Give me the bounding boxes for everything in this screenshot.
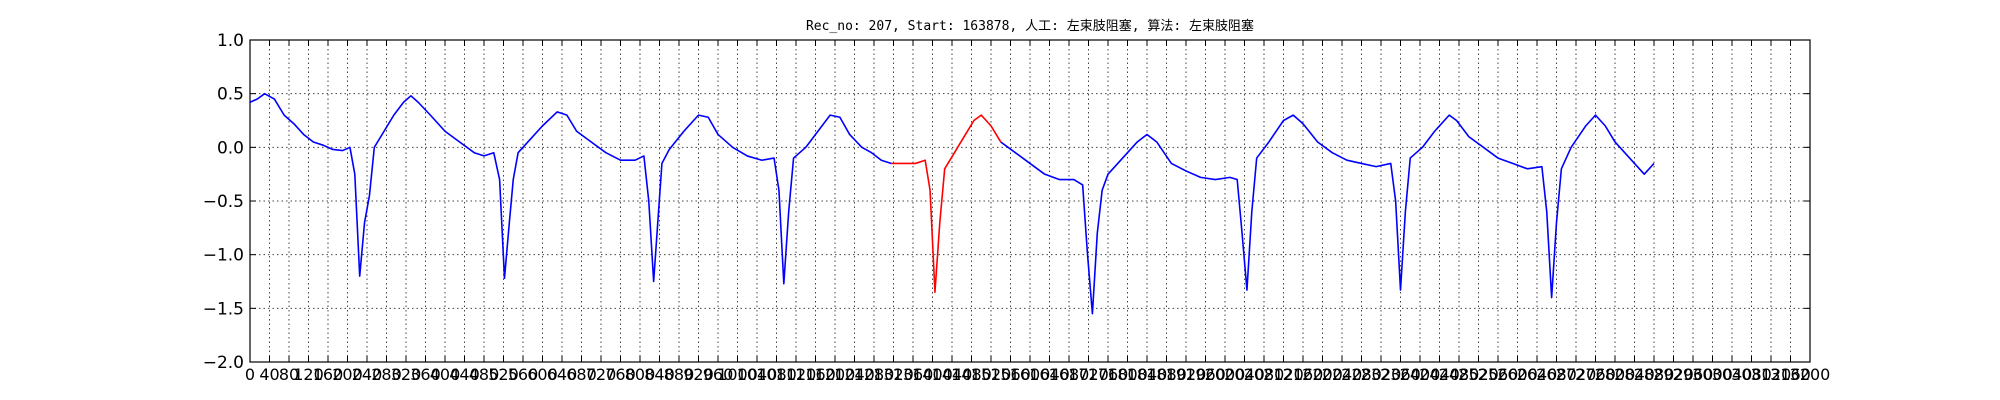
x-tick-label: 640 (547, 365, 578, 384)
x-tick-label: 3040 (1712, 365, 1753, 384)
x-tick-label: 280 (371, 365, 402, 384)
x-tick-label: 200 (332, 365, 363, 384)
x-tick-label: 40 (259, 365, 279, 384)
chart-title: Rec_no: 207, Start: 163878, 人工: 左束肢阻塞, 算… (806, 18, 1254, 34)
x-tick-label: 1800 (1107, 365, 1148, 384)
x-tick-label: 1760 (1088, 365, 1129, 384)
x-tick-label: 400 (430, 365, 461, 384)
x-tick-label: 880 (664, 365, 695, 384)
x-tick-label: 2800 (1595, 365, 1636, 384)
x-tick-label: 2320 (1361, 365, 1402, 384)
y-axis: 1.0 0.5 0.0 −0.5 −1.0 −1.5 −2.0 (203, 31, 1810, 373)
y-tick-label: 1.0 (217, 31, 244, 51)
x-tick-label: 1000 (717, 365, 758, 384)
x-tick-label: 2960 (1673, 365, 1714, 384)
y-tick-label: −2.0 (203, 353, 244, 373)
x-tick-label: 2000 (1205, 365, 1246, 384)
x-tick-label: 1920 (1166, 365, 1207, 384)
x-tick-label: 2440 (1419, 365, 1460, 384)
x-tick-label: 0 (245, 365, 255, 384)
x-tick-label: 800 (625, 365, 656, 384)
x-tick-label: 1080 (756, 365, 797, 384)
x-tick-label: 720 (586, 365, 617, 384)
x-tick-label: 1480 (951, 365, 992, 384)
x-tick-label: 2200 (1302, 365, 1343, 384)
x-tick-label: 440 (449, 365, 480, 384)
y-tick-label: 0.0 (217, 138, 244, 158)
x-tick-label: 560 (508, 365, 539, 384)
x-tick-label: 1640 (1029, 365, 1070, 384)
x-tick-label: 1400 (912, 365, 953, 384)
x-tick-label: 960 (703, 365, 734, 384)
ecg-series-line-2 (891, 114, 1002, 294)
x-tick-label: 760 (605, 365, 636, 384)
x-tick-label: 1440 (932, 365, 973, 384)
x-tick-label: 2240 (1322, 365, 1363, 384)
x-tick-label: 2920 (1653, 365, 1694, 384)
y-tick-label: −0.5 (203, 192, 244, 212)
y-tick-label: −1.0 (203, 246, 244, 266)
x-tick-label: 2560 (1478, 365, 1519, 384)
x-tick-label: 920 (683, 365, 714, 384)
x-tick-label: 840 (644, 365, 675, 384)
x-tick-label: 1240 (834, 365, 875, 384)
x-tick-label: 2520 (1458, 365, 1499, 384)
x-tick-label: 1520 (971, 365, 1012, 384)
x-tick-label: 1360 (893, 365, 934, 384)
ecg-series-line-3 (1000, 114, 1655, 315)
x-tick-label: 2840 (1614, 365, 1655, 384)
x-tick-label: 2160 (1283, 365, 1324, 384)
x-tick-label: 1680 (1049, 365, 1090, 384)
x-tick-label: 680 (566, 365, 597, 384)
y-tick-label: −1.5 (203, 299, 244, 319)
x-tick-label: 1600 (1010, 365, 1051, 384)
series-group (249, 92, 1655, 315)
x-tick-label: 240 (352, 365, 383, 384)
x-tick-label: 2760 (1575, 365, 1616, 384)
x-tick-label: 160 (313, 365, 344, 384)
x-tick-label: 3160 (1770, 365, 1811, 384)
x-tick-label: 1880 (1146, 365, 1187, 384)
x-tick-label: 1560 (990, 365, 1031, 384)
x-tick-label: 2280 (1341, 365, 1382, 384)
ecg-series-line-1 (249, 92, 892, 285)
x-tick-label: 2680 (1536, 365, 1577, 384)
x-tick-label: 3200 (1790, 365, 1831, 384)
x-tick-label: 1840 (1127, 365, 1168, 384)
x-tick-label: 2040 (1224, 365, 1265, 384)
x-tick-label: 1120 (776, 365, 817, 384)
x-tick-label: 3120 (1751, 365, 1792, 384)
x-tick-label: 3080 (1731, 365, 1772, 384)
x-tick-label: 2640 (1517, 365, 1558, 384)
x-tick-label: 1280 (854, 365, 895, 384)
x-tick-label: 1040 (737, 365, 778, 384)
x-tick-label: 2360 (1380, 365, 1421, 384)
x-tick-label: 600 (527, 365, 558, 384)
x-tick-label: 2480 (1439, 365, 1480, 384)
x-tick-label: 2120 (1263, 365, 1304, 384)
x-tick-label: 120 (293, 365, 324, 384)
x-tick-label: 3000 (1692, 365, 1733, 384)
x-tick-label: 2720 (1556, 365, 1597, 384)
x-tick-label: 320 (391, 365, 422, 384)
x-tick-label: 1720 (1068, 365, 1109, 384)
x-axis: 0 40 8012016020024028032036040044048052056… (245, 40, 1830, 384)
x-tick-label: 2880 (1634, 365, 1675, 384)
y-tick-label: 0.5 (217, 85, 244, 105)
x-tick-label: 80 (279, 365, 299, 384)
x-tick-label: 2080 (1244, 365, 1285, 384)
x-tick-label: 2400 (1400, 365, 1441, 384)
x-tick-label: 2600 (1497, 365, 1538, 384)
grid-lines (250, 40, 1810, 362)
x-tick-label: 520 (488, 365, 519, 384)
x-tick-label: 480 (469, 365, 500, 384)
x-tick-label: 1160 (795, 365, 836, 384)
x-tick-label: 360 (410, 365, 441, 384)
x-tick-label: 1960 (1185, 365, 1226, 384)
x-tick-label: 1200 (815, 365, 856, 384)
x-tick-label: 1320 (873, 365, 914, 384)
